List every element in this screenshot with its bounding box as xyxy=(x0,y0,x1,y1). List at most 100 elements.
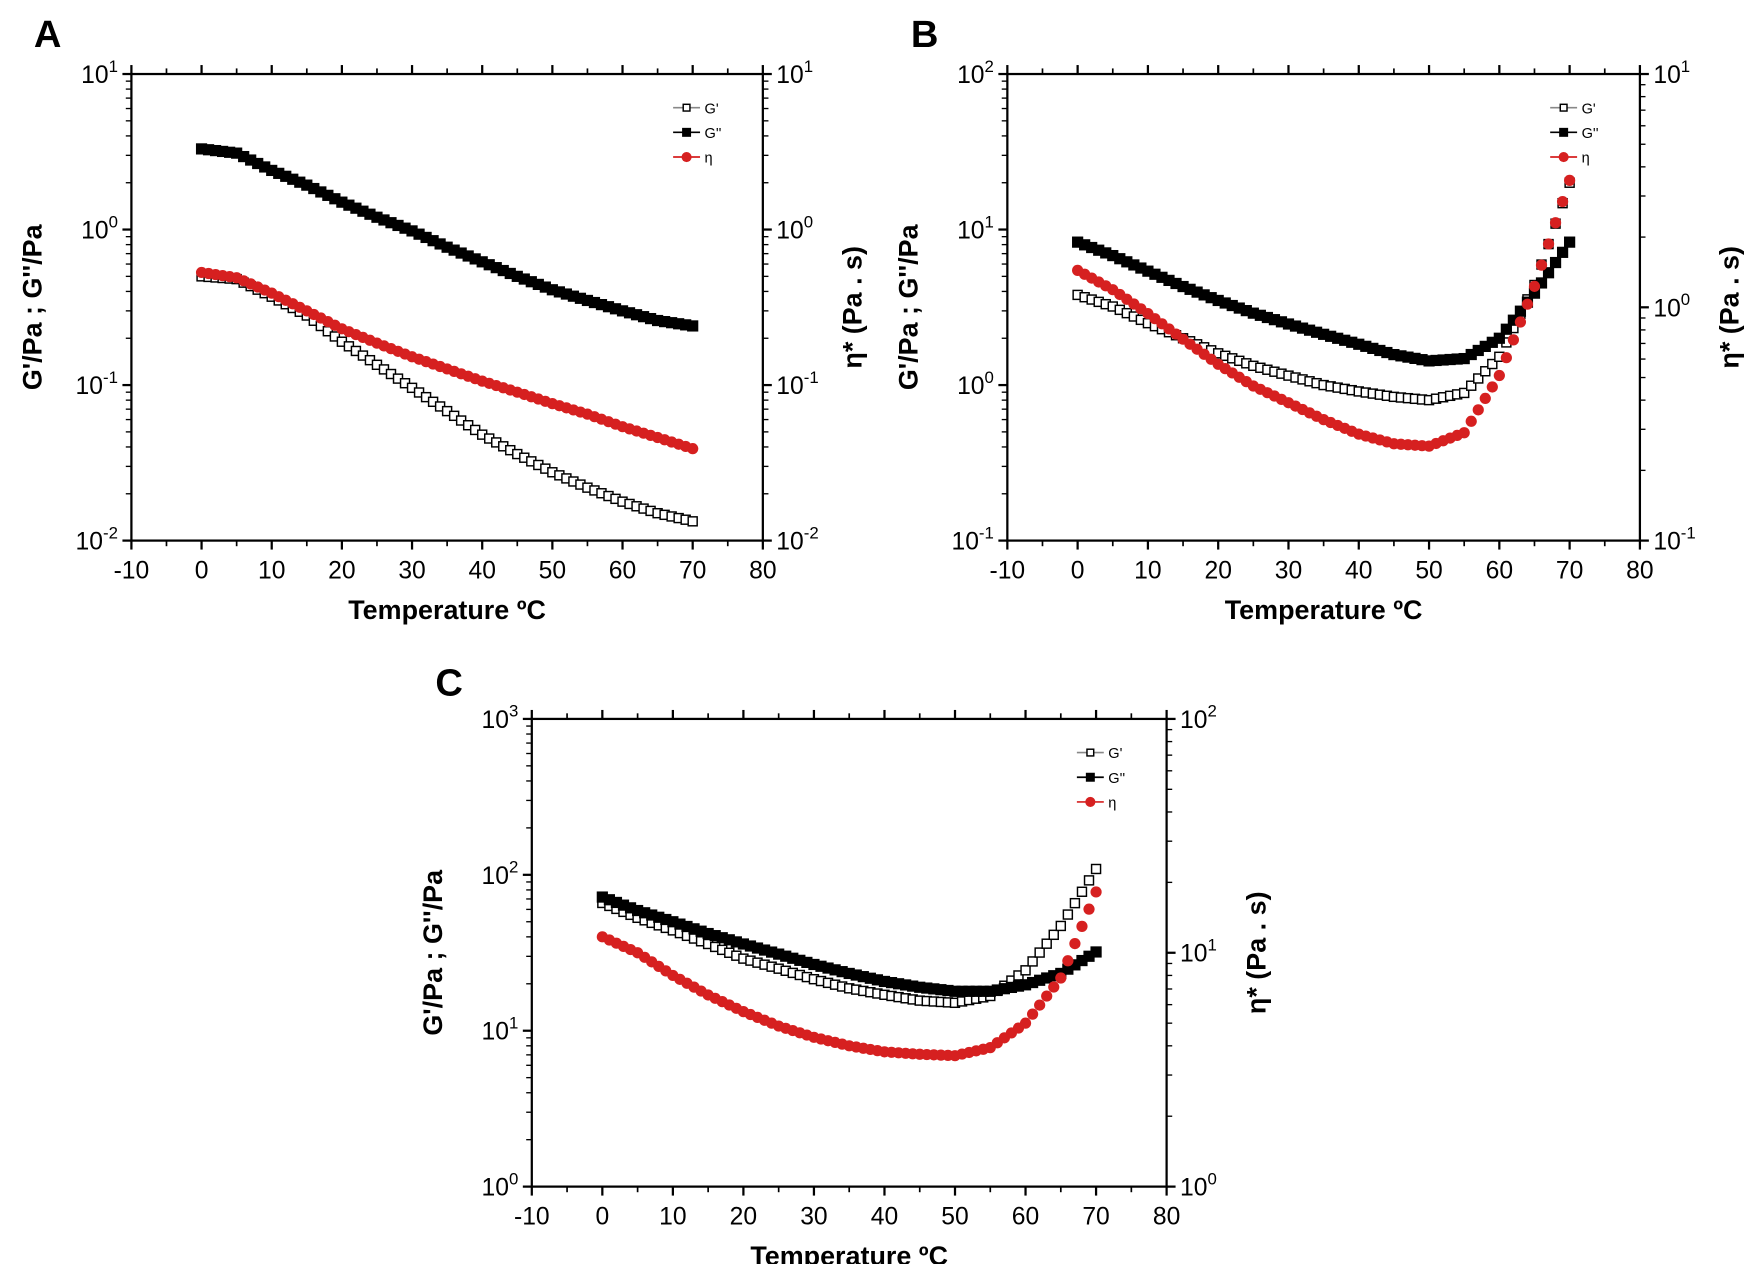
data-point xyxy=(1121,256,1133,268)
data-point xyxy=(1170,277,1182,290)
data-point xyxy=(1535,277,1548,289)
data-point xyxy=(1430,354,1442,367)
left-y-tick-label: 10-2 xyxy=(76,523,118,555)
data-point xyxy=(998,983,1010,995)
legend-entry: G' xyxy=(1076,746,1123,762)
left-y-tick-label: 101 xyxy=(81,57,118,89)
legend-entry: G'' xyxy=(673,126,722,142)
left-y-tick-label: 100 xyxy=(957,368,994,400)
data-point xyxy=(1395,350,1407,362)
legend-label: G' xyxy=(705,101,719,117)
x-tick-label: -10 xyxy=(990,558,1026,585)
data-point xyxy=(1090,886,1102,898)
data-point xyxy=(991,984,1003,996)
left-y-tick-label: 100 xyxy=(482,1169,519,1201)
data-point xyxy=(1128,259,1140,271)
x-tick-label: 50 xyxy=(1415,558,1442,585)
data-point xyxy=(1191,286,1203,298)
data-point xyxy=(751,942,764,954)
legend-entry: G'' xyxy=(1550,126,1599,142)
data-point xyxy=(518,273,530,285)
data-point xyxy=(1507,314,1520,326)
data-point xyxy=(371,211,383,223)
data-point xyxy=(1473,373,1484,384)
data-point xyxy=(1149,268,1161,280)
data-point xyxy=(1069,959,1081,971)
legend-marker xyxy=(1558,151,1569,163)
panel-label: C xyxy=(435,661,463,704)
legend-marker xyxy=(1085,796,1096,807)
data-point xyxy=(1212,294,1224,307)
data-point xyxy=(744,940,757,952)
data-point xyxy=(588,296,601,309)
x-tick-label: 10 xyxy=(258,558,285,585)
series-eta xyxy=(195,266,699,455)
data-point xyxy=(581,294,594,307)
x-tick-label: 10 xyxy=(1134,558,1161,585)
panel-b: B-10 0 10 20 30 40 50 60 70 8010-110010110210-110… xyxy=(894,13,1745,625)
data-point xyxy=(1458,352,1470,365)
data-point xyxy=(681,920,693,933)
data-point xyxy=(238,150,250,163)
data-point xyxy=(1020,965,1031,976)
data-point xyxy=(1374,344,1386,357)
data-point xyxy=(413,228,425,240)
data-point xyxy=(716,932,728,944)
data-point xyxy=(350,202,362,214)
data-point xyxy=(1296,322,1309,334)
data-point xyxy=(878,975,891,988)
legend-label: η xyxy=(1582,151,1590,167)
data-point xyxy=(687,516,698,527)
legend-marker xyxy=(682,127,692,137)
legend-marker xyxy=(1559,127,1569,137)
data-point xyxy=(1107,249,1119,262)
data-point xyxy=(651,314,664,327)
data-point xyxy=(609,303,622,315)
data-point xyxy=(1487,358,1498,370)
data-point xyxy=(287,173,299,185)
x-tick-label: 30 xyxy=(800,1204,827,1231)
left-y-tick-label: 10-1 xyxy=(76,368,118,400)
left-y-tick-label: 100 xyxy=(81,212,118,244)
data-point xyxy=(1019,979,1032,991)
data-point xyxy=(385,217,397,229)
data-point xyxy=(687,320,699,332)
data-point xyxy=(553,286,565,298)
data-point xyxy=(596,891,608,903)
data-point xyxy=(1062,909,1074,920)
left-y-tick-label: 10-1 xyxy=(951,523,993,555)
left-y-axis-label: G'/Pa ; G''/Pa xyxy=(418,869,448,1036)
data-point xyxy=(343,199,355,211)
data-point xyxy=(1325,330,1337,342)
data-point xyxy=(977,985,989,997)
data-point xyxy=(1090,863,1102,875)
data-point xyxy=(822,962,834,974)
x-tick-label: 30 xyxy=(1275,558,1302,585)
data-point xyxy=(1076,954,1088,967)
legend-marker xyxy=(1086,748,1095,757)
data-point xyxy=(539,281,551,293)
legend-label: G'' xyxy=(1108,771,1125,787)
data-point xyxy=(892,978,905,990)
data-point xyxy=(266,164,278,177)
legend-entry: η xyxy=(673,151,713,167)
x-tick-label: 50 xyxy=(941,1204,968,1231)
data-point xyxy=(623,307,636,319)
data-point xyxy=(308,182,320,195)
data-point xyxy=(560,288,573,300)
data-point xyxy=(1458,387,1470,399)
right-y-tick-label: 101 xyxy=(776,57,813,89)
data-point xyxy=(1289,320,1302,332)
data-point xyxy=(259,161,271,173)
data-point xyxy=(1069,897,1081,909)
right-y-tick-label: 100 xyxy=(776,212,813,244)
data-point xyxy=(1055,972,1067,984)
data-point xyxy=(1564,174,1576,186)
legend-label: G' xyxy=(1108,746,1122,762)
data-point xyxy=(666,317,678,329)
data-point xyxy=(1076,886,1088,897)
legend-marker xyxy=(1085,772,1095,782)
data-point xyxy=(857,971,869,983)
x-tick-label: 60 xyxy=(1486,558,1513,585)
